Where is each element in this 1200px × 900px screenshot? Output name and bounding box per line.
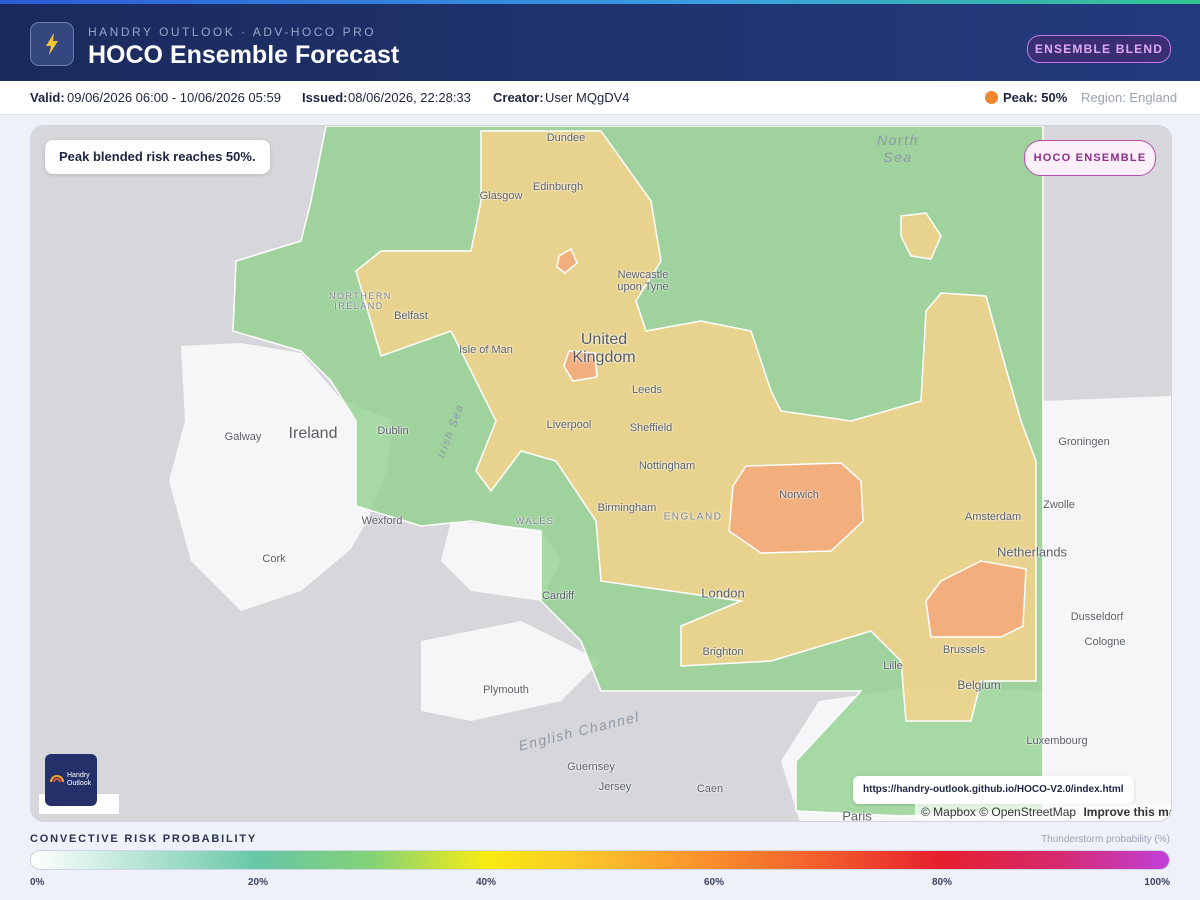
place-label: London (701, 585, 745, 601)
map-layers (169, 126, 1171, 821)
place-label: Dusseldorf (1070, 611, 1124, 623)
info-bar: Valid: 09/06/2026 06:00 - 10/06/2026 05:… (0, 81, 1200, 115)
peak-dot (985, 91, 998, 104)
logo-text: Handry Outlook (67, 772, 92, 787)
place-label: Paris (842, 808, 872, 822)
legend-tick-label: 20% (247, 877, 269, 888)
attribution[interactable]: © Mapbox © OpenStreetMap (921, 805, 1077, 819)
logo[interactable]: Handry Outlook (45, 754, 97, 806)
place-label: Dundee (546, 132, 586, 144)
place-label: Leeds (632, 384, 662, 396)
place-label: Glasgow (479, 190, 523, 202)
place-label: Cork (262, 553, 286, 565)
place-label: Isle of Man (459, 344, 513, 356)
place-label: WALES (515, 516, 555, 526)
place-label: Galway (224, 431, 262, 443)
place-label: Cologne (1084, 636, 1126, 648)
place-label: United Kingdom (572, 331, 636, 366)
legend-tick-label: 40% (475, 877, 497, 888)
creator-label: Creator: (493, 90, 544, 105)
place-label: Sheffield (629, 422, 673, 434)
place-label: ENGLAND (663, 511, 723, 523)
place-label: Jersey (598, 781, 632, 793)
place-label: Belgium (957, 678, 1001, 692)
place-label: Liverpool (546, 419, 592, 431)
accent-strip (0, 0, 1200, 4)
app-icon (30, 22, 74, 66)
issued-label: Issued: (302, 90, 348, 105)
place-label: Cardiff (541, 590, 575, 602)
place-label: Dublin (377, 425, 409, 437)
place-label: North Sea (877, 132, 919, 165)
legend-tick-label: 100% (1144, 877, 1170, 888)
issued: 08/06/2026, 22:28:33 (348, 90, 471, 105)
place-label: NORTHERN IRELAND (329, 291, 392, 311)
place-label: Zwolle (1043, 499, 1075, 511)
creator: User MQgDV4 (545, 90, 630, 105)
risk-area-moderate (355, 130, 1037, 722)
place-label: Netherlands (996, 544, 1068, 560)
legend-tick-label: 0% (30, 877, 45, 888)
improve-link[interactable]: Improve this map (1083, 805, 1171, 819)
place-label: Ireland (288, 425, 338, 442)
color-scale (30, 850, 1170, 870)
header: HANDRY OUTLOOK · ADV-HOCO PRO HOCO Ensem… (0, 4, 1200, 81)
map[interactable]: Dundee Edinburgh Glasgow Newcastle upon … (30, 125, 1172, 822)
place-label: Brussels (942, 644, 986, 656)
risk-area-high (728, 462, 864, 554)
legend-unit: Thunderstorm probability (%) (1041, 834, 1170, 845)
map-note: Peak blended risk reaches 50%. (45, 140, 270, 174)
region: Region: England (1081, 90, 1178, 105)
place-label: Wexford (361, 515, 403, 527)
title: HOCO Ensemble Forecast (88, 41, 400, 69)
place-label: Caen (696, 783, 724, 795)
map-url[interactable]: https://handry-outlook.github.io/HOCO-V2… (853, 776, 1134, 804)
mode-badge[interactable]: ENSEMBLE BLEND (1027, 35, 1171, 63)
place-label: Luxembourg (1026, 735, 1088, 747)
valid-label: Valid: (30, 90, 65, 105)
legend-tick-label: 60% (703, 877, 725, 888)
risk-area-high (556, 247, 598, 382)
place-label: Groningen (1058, 436, 1110, 448)
place-label: Nottingham (638, 460, 696, 472)
place-label: Plymouth (483, 684, 529, 696)
place-label: Newcastle upon Tyne (617, 269, 669, 293)
place-label: Edinburgh (532, 181, 584, 193)
attribution-box: © Mapbox © OpenStreetMap Improve this ma… (915, 804, 1171, 820)
place-label: Belfast (394, 310, 428, 322)
risk-area-high (925, 560, 1027, 638)
place-label: Guernsey (567, 761, 615, 773)
place-label: Birmingham (597, 502, 657, 514)
kicker: HANDRY OUTLOOK · ADV-HOCO PRO (88, 25, 377, 39)
place-label: Brighton (702, 646, 744, 658)
layer-badge[interactable]: HOCO ENSEMBLE (1024, 140, 1156, 176)
legend-title: CONVECTIVE RISK PROBABILITY (30, 833, 258, 845)
place-label: Lille (883, 660, 903, 672)
valid: 09/06/2026 06:00 - 10/06/2026 05:59 (67, 90, 281, 105)
peak: Peak: 50% (1003, 90, 1068, 105)
place-label: Amsterdam (964, 511, 1022, 523)
place-label: Norwich (779, 489, 819, 501)
land (169, 343, 393, 611)
legend-tick-label: 80% (931, 877, 953, 888)
risk-area-moderate (900, 212, 942, 260)
